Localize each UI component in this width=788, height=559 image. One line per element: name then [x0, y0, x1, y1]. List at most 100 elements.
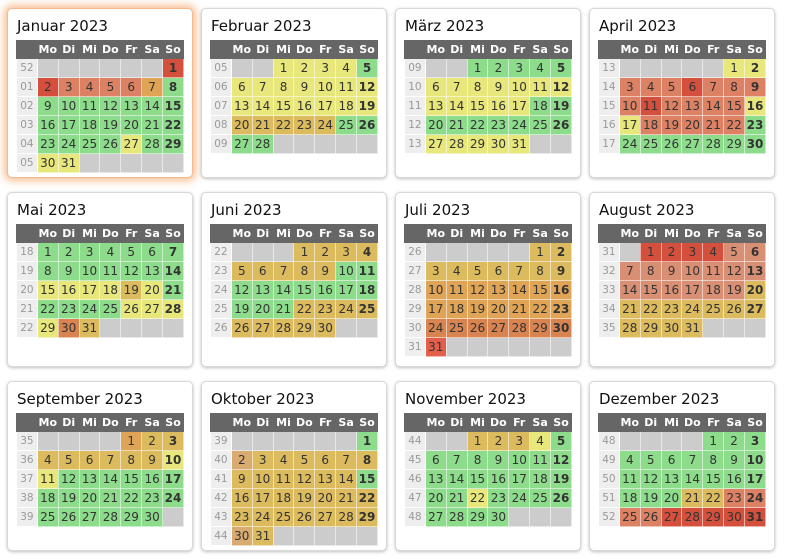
day-cell: 6	[424, 77, 447, 97]
week-number: 32	[598, 261, 620, 281]
day-cell: 2	[230, 450, 253, 470]
day-cell: 18	[78, 115, 101, 135]
corner-cell	[404, 413, 426, 432]
day-cell: 4	[78, 77, 101, 97]
day-cell: 5	[466, 261, 489, 281]
corner-cell	[16, 224, 38, 243]
day-cell: 28	[251, 134, 274, 154]
day-cell: 16	[550, 280, 572, 300]
day-cell: 2	[487, 58, 510, 78]
day-cell: 28	[681, 507, 704, 527]
day-cell-empty	[251, 242, 274, 262]
week-row: 10 6 7 8 9 10 11 12	[404, 77, 572, 97]
day-cell: 7	[702, 77, 725, 97]
day-cell: 15	[272, 96, 295, 116]
day-cell: 13	[660, 469, 683, 489]
day-cell: 13	[487, 280, 510, 300]
day-cell: 10	[744, 450, 766, 470]
day-cell-empty	[445, 431, 468, 451]
day-cell: 17	[78, 280, 101, 300]
weekday-header: So	[162, 413, 184, 432]
day-cell-empty	[550, 134, 572, 154]
day-cell: 15	[639, 280, 662, 300]
week-row: 34 21 22 23 24 25 26 27	[598, 299, 766, 319]
day-cell: 8	[466, 450, 489, 470]
day-cell: 31	[251, 526, 274, 546]
weekday-header: Mo	[230, 413, 253, 432]
week-number: 26	[404, 242, 426, 262]
day-cell: 23	[487, 488, 510, 508]
month-card: April 2023 Mo Di Mi Do Fr Sa So 13 1 2 14 3 4 5 6 7 8 9 15 1…	[589, 8, 775, 178]
day-cell: 21	[162, 280, 184, 300]
day-cell: 25	[78, 134, 101, 154]
day-cell: 21	[251, 115, 274, 135]
week-number: 44	[404, 431, 426, 451]
day-cell: 8	[120, 450, 143, 470]
week-row: 40 2 3 4 5 6 7 8	[210, 450, 378, 470]
day-cell-empty	[99, 153, 122, 173]
weekday-header: So	[744, 413, 766, 432]
week-number: 30	[404, 318, 426, 338]
day-cell-empty	[293, 526, 316, 546]
day-cell-empty	[272, 526, 295, 546]
day-cell-empty	[466, 337, 489, 357]
week-number: 04	[16, 134, 38, 154]
day-cell: 21	[445, 488, 468, 508]
day-cell: 16	[660, 280, 683, 300]
weekday-header-row: Mo Di Mi Do Fr Sa So	[16, 40, 184, 59]
weekday-header: So	[550, 40, 572, 59]
day-cell: 12	[550, 450, 572, 470]
day-cell: 2	[550, 242, 572, 262]
day-cell: 13	[424, 96, 447, 116]
week-row: 01 2 3 4 5 6 7 8	[16, 77, 184, 97]
day-cell: 11	[99, 261, 122, 281]
day-cell: 6	[120, 77, 143, 97]
day-cell: 18	[618, 488, 641, 508]
weekday-header: Mi	[466, 224, 489, 243]
day-cell: 31	[681, 318, 704, 338]
corner-cell	[210, 224, 232, 243]
day-cell: 10	[618, 96, 641, 116]
day-cell: 23	[57, 299, 80, 319]
week-number: 19	[16, 261, 38, 281]
day-cell: 26	[99, 134, 122, 154]
weekday-header: Do	[681, 40, 704, 59]
week-row: 18 1 2 3 4 5 6 7	[16, 242, 184, 262]
day-cell: 7	[162, 242, 184, 262]
day-cell: 20	[681, 115, 704, 135]
day-cell: 3	[335, 242, 358, 262]
day-cell: 14	[251, 96, 274, 116]
weekday-header: Sa	[723, 413, 746, 432]
day-cell: 6	[681, 77, 704, 97]
day-cell: 6	[251, 261, 274, 281]
week-row: 16 17 18 19 20 21 22 23	[598, 115, 766, 135]
day-cell: 15	[120, 469, 143, 489]
day-cell: 13	[314, 469, 337, 489]
day-cell-empty	[487, 337, 510, 357]
week-row: 04 23 24 25 26 27 28 29	[16, 134, 184, 154]
day-cell: 31	[78, 318, 101, 338]
month-table: Mo Di Mi Do Fr Sa So 31 1 2 3 4 5 6 32 7 8 9 10 11 12 13 33 14 1…	[598, 224, 766, 338]
day-cell-empty	[57, 431, 80, 451]
weekday-header-row: Mo Di Mi Do Fr Sa So	[598, 413, 766, 432]
week-row: 28 10 11 12 13 14 15 16	[404, 280, 572, 300]
day-cell: 11	[272, 469, 295, 489]
weekday-header: Di	[639, 224, 662, 243]
day-cell: 10	[508, 450, 531, 470]
month-card: Dezember 2023 Mo Di Mi Do Fr Sa So 48 1 2 3 49 4 5 6 7 8 9…	[589, 381, 775, 551]
week-row: 37 11 12 13 14 15 16 17	[16, 469, 184, 489]
day-cell: 7	[618, 261, 641, 281]
day-cell: 3	[424, 261, 447, 281]
day-cell: 10	[681, 261, 704, 281]
day-cell-empty	[660, 431, 683, 451]
day-cell: 13	[681, 96, 704, 116]
day-cell: 15	[466, 469, 489, 489]
weekday-header: Mi	[272, 40, 295, 59]
day-cell: 7	[445, 77, 468, 97]
day-cell: 4	[99, 242, 122, 262]
weekday-header: Sa	[335, 413, 358, 432]
day-cell: 2	[36, 77, 59, 97]
day-cell: 9	[487, 450, 510, 470]
day-cell: 7	[251, 77, 274, 97]
day-cell: 25	[36, 507, 59, 527]
